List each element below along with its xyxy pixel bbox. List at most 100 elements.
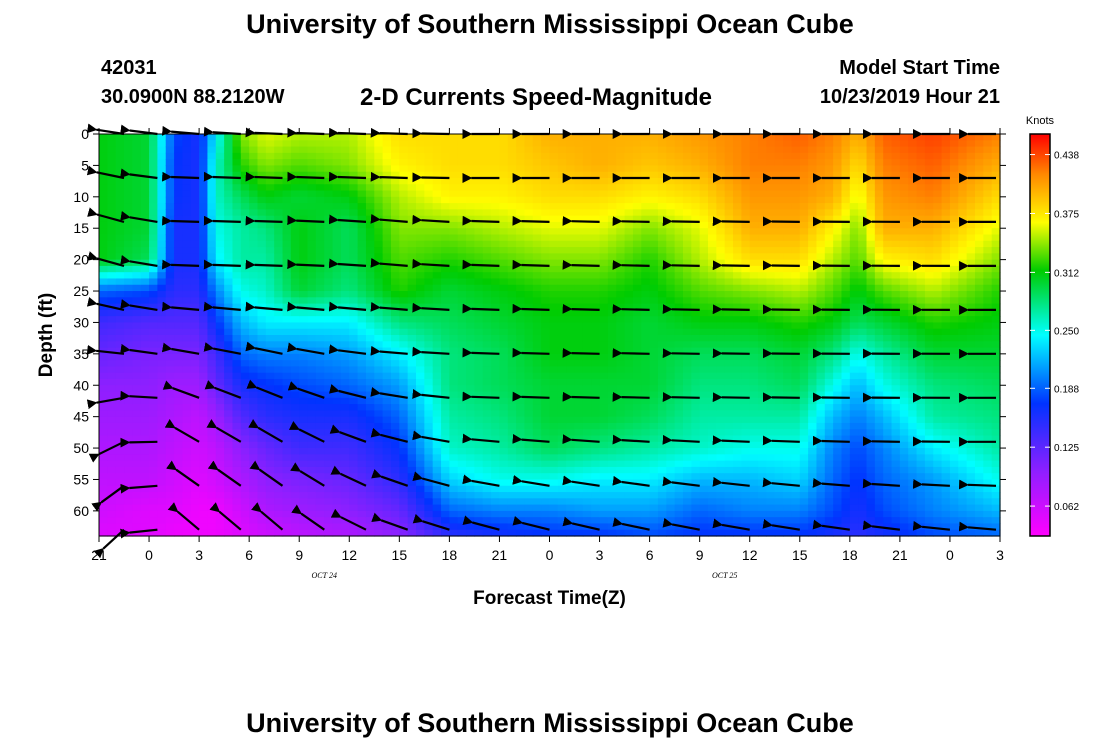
heat-cell (716, 278, 726, 286)
heat-cell (124, 448, 133, 455)
heat-cell (390, 184, 400, 192)
heat-cell (482, 385, 492, 393)
heat-cell (357, 159, 367, 167)
heat-cell (449, 366, 459, 374)
heat-cell (382, 366, 392, 374)
heat-cell (224, 322, 234, 330)
heat-cell (257, 479, 267, 487)
heat-cell (416, 203, 425, 210)
heat-cell (257, 134, 267, 141)
heat-cell (566, 247, 576, 254)
heat-cell (432, 247, 442, 254)
heat-cell (240, 366, 250, 374)
heat-cell (566, 146, 576, 154)
heat-cell (657, 397, 667, 405)
heat-cell (549, 492, 559, 499)
heat-cell (199, 429, 209, 437)
heat-cell (674, 466, 684, 474)
heat-cell (657, 209, 667, 217)
heat-cell (449, 404, 459, 411)
heat-cell (507, 284, 517, 292)
heat-cell (666, 353, 676, 361)
heat-cell (232, 159, 242, 167)
heat-cell (457, 140, 467, 148)
heat-cell (666, 152, 676, 160)
heat-cell (616, 341, 626, 349)
heat-cell (724, 391, 734, 399)
heat-cell (215, 422, 225, 430)
heat-cell (374, 360, 384, 368)
heat-cell (649, 404, 659, 411)
heat-cell (708, 253, 717, 261)
heat-cell (599, 215, 609, 223)
heat-cell (582, 140, 592, 148)
heat-cell (115, 328, 125, 336)
heat-cell (432, 278, 442, 286)
heat-cell (157, 517, 167, 525)
heat-cell (666, 510, 676, 518)
heat-cell (699, 234, 709, 242)
heat-cell (741, 134, 751, 141)
heat-cell (507, 460, 517, 468)
heat-cell (582, 291, 592, 298)
heat-cell (507, 184, 517, 192)
heat-cell (666, 297, 676, 305)
heat-cell (182, 435, 192, 443)
heat-cell (232, 341, 242, 349)
heat-cell (107, 385, 117, 393)
heat-cell (140, 190, 150, 198)
heat-cell (132, 159, 142, 167)
heat-cell (382, 253, 392, 261)
heat-cell (432, 297, 442, 305)
heat-cell (165, 485, 175, 493)
heat-cell (616, 504, 626, 512)
heat-cell (624, 416, 634, 424)
heat-cell (149, 448, 158, 455)
heat-cell (574, 529, 584, 537)
heat-cell (282, 523, 292, 531)
heat-cell (215, 284, 225, 292)
heat-cell (232, 234, 242, 242)
heat-cell (716, 498, 726, 506)
heat-cell (616, 140, 626, 148)
heat-cell (524, 253, 534, 261)
heat-cell (232, 454, 242, 462)
heat-cell (299, 523, 309, 531)
heat-cell (240, 265, 250, 273)
heat-cell (224, 228, 234, 236)
heat-cell (491, 372, 501, 380)
heat-cell (682, 510, 692, 518)
heat-cell (499, 278, 509, 286)
heat-cell (274, 215, 284, 223)
heat-cell (574, 309, 584, 317)
heat-cell (532, 240, 542, 248)
heat-cell (466, 372, 476, 380)
heat-cell (115, 372, 125, 380)
heat-cell (349, 272, 359, 280)
heat-cell (265, 215, 275, 223)
heat-cell (557, 510, 567, 518)
heat-cell (399, 152, 409, 160)
heat-cell (457, 341, 467, 349)
heat-cell (199, 322, 209, 330)
heat-cell (174, 341, 184, 349)
heat-cell (474, 391, 484, 399)
heat-cell (315, 366, 325, 374)
heat-cell (365, 240, 375, 248)
heat-cell (591, 510, 601, 518)
heat-cell (657, 454, 667, 462)
heat-cell (424, 517, 434, 525)
heat-cell (524, 228, 534, 236)
heat-cell (716, 466, 726, 474)
heat-cell (474, 410, 484, 418)
heat-cell (390, 485, 400, 493)
heat-cell (682, 347, 692, 355)
heat-cell (390, 510, 400, 518)
heat-cell (499, 341, 509, 349)
heat-cell (674, 454, 684, 462)
heat-cell (332, 146, 342, 154)
heat-cell (624, 510, 634, 518)
heat-cell (299, 316, 309, 324)
heat-cell (224, 360, 234, 368)
heat-cell (165, 341, 175, 349)
